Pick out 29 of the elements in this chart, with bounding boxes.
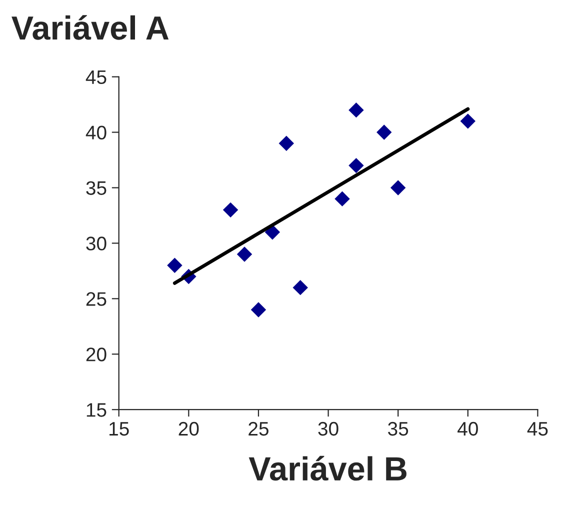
y-tick-label: 15 <box>86 403 106 417</box>
x-tick-label: 40 <box>458 422 478 436</box>
point <box>167 258 182 273</box>
point <box>278 136 294 151</box>
x-tick-label: 25 <box>248 422 268 436</box>
x-tick-label: 30 <box>318 422 338 436</box>
point <box>348 158 364 174</box>
y-tick-label: 40 <box>86 126 106 140</box>
point <box>460 114 476 129</box>
point <box>390 180 406 196</box>
point <box>222 202 238 218</box>
x-tick-label: 20 <box>178 422 199 436</box>
point <box>376 124 392 140</box>
y-axis-title: Variável A <box>12 15 169 40</box>
x-axis-title: Variável B <box>248 456 406 481</box>
y-tick-label: 30 <box>86 236 106 250</box>
x-tick-label: 15 <box>110 422 129 436</box>
point <box>292 280 308 296</box>
point <box>250 302 266 318</box>
point <box>348 102 364 118</box>
y-tick-label: 35 <box>86 181 106 195</box>
y-tick-label: 20 <box>86 348 106 362</box>
point <box>334 191 350 206</box>
point <box>264 224 280 240</box>
y-tick-label: 45 <box>86 70 106 84</box>
point <box>236 246 252 262</box>
x-tick-label: 35 <box>388 422 408 436</box>
x-tick-label: 45 <box>527 422 548 436</box>
y-tick-label: 25 <box>86 292 106 306</box>
